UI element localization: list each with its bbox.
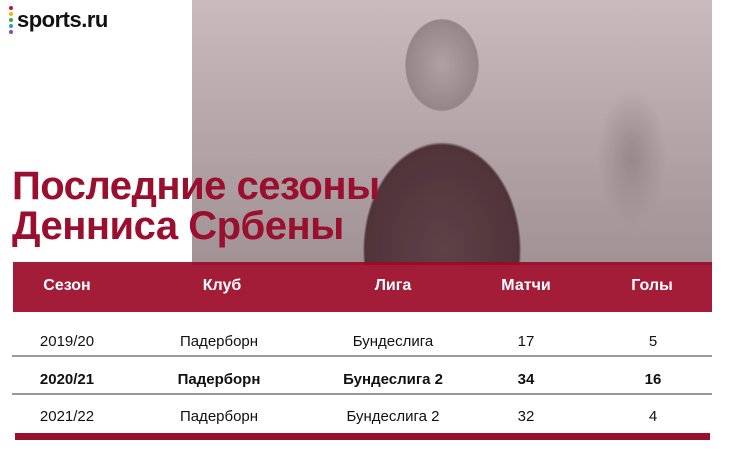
cell-goals: 5 [648, 333, 658, 350]
cell-season: 2020/21 [39, 371, 95, 388]
cell-club: Падерборн [179, 333, 259, 350]
cell-season: 2021/22 [39, 408, 95, 425]
header-matches: Матчи [501, 277, 551, 294]
cell-league: Бундеслига 2 [343, 371, 443, 388]
cell-club: Падерборн [177, 371, 261, 388]
table-row: 2021/22 Падерборн Бундеслига 2 32 4 [15, 398, 710, 436]
row-divider [12, 393, 712, 395]
title-line-1: Последние сезоны [12, 164, 380, 208]
table-row: 2020/21 Падерборн Бундеслига 2 34 16 [15, 361, 710, 399]
cell-goals: 4 [648, 408, 658, 425]
title-line-2: Денниса Србены [12, 204, 344, 248]
page-title: Последние сезоны Денниса Србены [12, 166, 380, 246]
header-goals: Голы [631, 277, 673, 294]
header-club: Клуб [202, 277, 242, 294]
player-photo [192, 0, 712, 265]
cell-goals: 16 [644, 371, 662, 388]
table-header: Сезон Клуб Лига Матчи Голы [13, 262, 712, 312]
cell-matches: 34 [517, 371, 535, 388]
cell-league: Бундеслига [352, 333, 434, 350]
table-bottom-bar [15, 433, 710, 440]
cell-matches: 17 [517, 333, 535, 350]
row-divider [12, 355, 712, 357]
cell-season: 2019/20 [39, 333, 95, 350]
photo-tint [192, 0, 712, 265]
header-league: Лига [374, 277, 412, 294]
logo-text: sports.ru [17, 7, 108, 32]
table-row: 2019/20 Падерборн Бундеслига 17 5 [15, 323, 710, 361]
logo-dots-icon [9, 6, 13, 34]
cell-league: Бундеслига 2 [346, 408, 440, 425]
cell-matches: 32 [517, 408, 535, 425]
header-season: Сезон [43, 277, 91, 294]
cell-club: Падерборн [179, 408, 259, 425]
sports-ru-logo: sports.ru [9, 6, 108, 34]
